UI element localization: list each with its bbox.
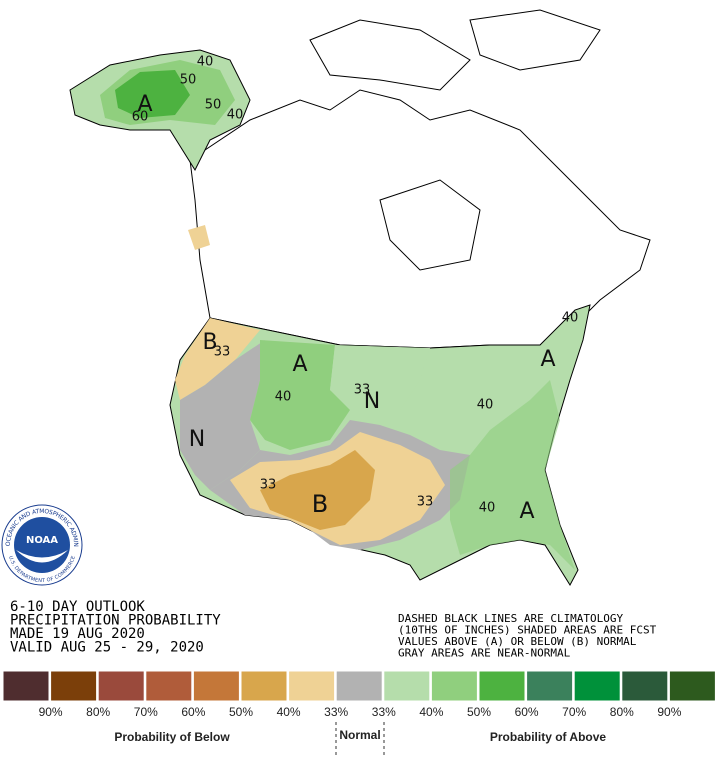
note-line: GRAY AREAS ARE NEAR-NORMAL	[398, 647, 571, 660]
map-label: 33	[214, 345, 231, 360]
bc-coast	[188, 225, 210, 250]
legend-label: 60%	[181, 705, 205, 719]
legend-swatch	[97, 670, 145, 702]
map-label: 60	[132, 110, 149, 125]
legend-label: 33%	[372, 705, 396, 719]
legend-swatch	[430, 670, 478, 702]
map-label: A	[137, 92, 152, 117]
legend-label: 50%	[467, 705, 491, 719]
legend-label: 90%	[39, 705, 63, 719]
outlook-line: VALID AUG 25 - 29, 2020	[10, 640, 204, 656]
legend-swatch	[240, 670, 288, 702]
note-line: VALUES ABOVE (A) OR BELOW (B) NORMAL	[398, 635, 637, 648]
map-label: 40	[477, 398, 494, 413]
legend-label: 50%	[229, 705, 253, 719]
map-label: N	[189, 427, 205, 452]
legend-swatch	[335, 670, 383, 702]
logo-text: NATIONAL OCEANIC AND ATMOSPHERIC ADMINIS…	[0, 0, 80, 547]
legend-label: 40%	[419, 705, 443, 719]
legend-label: 40%	[277, 705, 301, 719]
below-title: Probability of Below	[114, 730, 230, 744]
map-label: A	[540, 347, 555, 372]
logo-name: NOAA	[26, 535, 58, 546]
map-label: N	[364, 389, 380, 414]
above-title: Probability of Above	[490, 730, 607, 744]
land	[189, 9, 651, 349]
legend-swatch	[383, 670, 431, 702]
outlook-line: 6-10 DAY OUTLOOK	[10, 599, 145, 615]
legend-swatch	[50, 670, 98, 702]
legend-swatch	[573, 670, 621, 702]
legend-swatch	[288, 670, 336, 702]
map-label: 50	[180, 73, 197, 88]
outlook-line: PRECIPITATION PROBABILITY	[10, 613, 221, 629]
legend-label: 80%	[86, 705, 110, 719]
alaska	[69, 49, 251, 172]
map-label: 40	[562, 311, 579, 326]
map-label: 40	[275, 390, 292, 405]
map-label: A	[292, 352, 307, 377]
legend-label: 70%	[562, 705, 586, 719]
legend-swatch	[668, 670, 716, 702]
map-label: 40	[227, 108, 244, 123]
map-label: 40	[479, 501, 496, 516]
legend-swatch	[478, 670, 526, 702]
legend-label: 90%	[657, 705, 681, 719]
legend-swatch	[526, 670, 574, 702]
note-line: (10THS OF INCHES) SHADED AREAS ARE FCST	[398, 624, 657, 637]
note-line: DASHED BLACK LINES ARE CLIMATOLOGY	[398, 612, 624, 625]
legend-label: 80%	[610, 705, 634, 719]
map-label: B	[312, 490, 328, 518]
normal-title: Normal	[339, 728, 380, 742]
logo-top-text: NATIONAL OCEANIC AND ATMOSPHERIC ADMINIS…	[0, 0, 80, 547]
noaa-logo: NOAANATIONAL OCEANIC AND ATMOSPHERIC ADM…	[0, 0, 83, 586]
legend-swatch	[2, 670, 50, 702]
legend-label: 70%	[134, 705, 158, 719]
map-label: B	[202, 330, 217, 355]
map-label: 40	[197, 55, 214, 70]
legend-swatch	[621, 670, 669, 702]
map-label: 50	[205, 98, 222, 113]
outlook-line: MADE 19 AUG 2020	[10, 626, 145, 642]
legend-swatch	[145, 670, 193, 702]
map-label: 33	[354, 383, 371, 398]
legend-label: 60%	[515, 705, 539, 719]
legend-label: 33%	[324, 705, 348, 719]
map-label: 33	[417, 495, 434, 510]
map-label: 33	[260, 478, 277, 493]
conus	[169, 304, 591, 586]
legend-swatch	[192, 670, 240, 702]
map-label: A	[519, 499, 534, 524]
